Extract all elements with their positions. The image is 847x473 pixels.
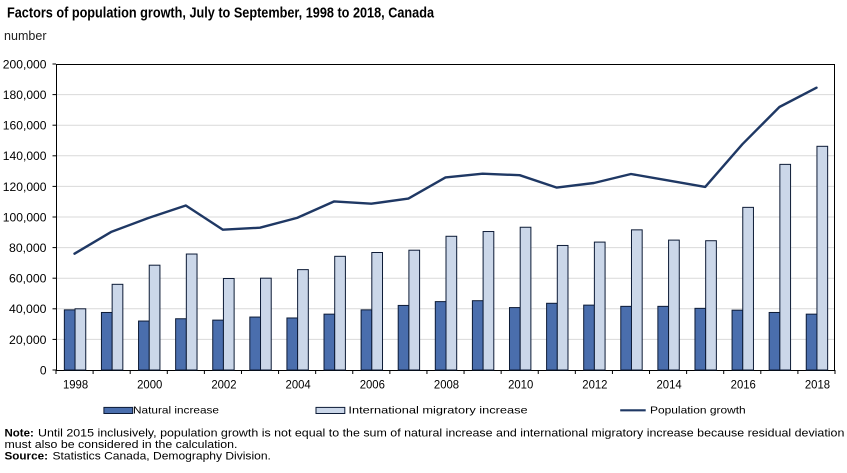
- svg-text:2004: 2004: [286, 377, 312, 391]
- svg-text:must also be considered in the: must also be considered in the calculati…: [5, 439, 238, 451]
- svg-text:2006: 2006: [360, 377, 386, 391]
- svg-text:100,000: 100,000: [3, 210, 47, 224]
- svg-text:1998: 1998: [63, 377, 89, 391]
- svg-text:Source:: Source:: [5, 450, 49, 462]
- svg-text:International migratory increa: International migratory increase: [348, 404, 527, 416]
- svg-text:Statistics Canada, Demography: Statistics Canada, Demography Division.: [53, 450, 271, 462]
- svg-text:180,000: 180,000: [3, 88, 47, 102]
- svg-text:2002: 2002: [211, 377, 237, 391]
- svg-text:Population growth: Population growth: [650, 404, 746, 416]
- svg-text:Natural increase: Natural increase: [133, 404, 219, 416]
- svg-text:2014: 2014: [656, 377, 682, 391]
- svg-text:2008: 2008: [434, 377, 460, 391]
- svg-text:80,000: 80,000: [9, 241, 47, 255]
- svg-text:2010: 2010: [508, 377, 534, 391]
- svg-text:2016: 2016: [731, 377, 757, 391]
- svg-text:20,000: 20,000: [9, 333, 47, 347]
- svg-text:60,000: 60,000: [9, 272, 47, 286]
- svg-text:2018: 2018: [805, 377, 831, 391]
- svg-text:Until 2015 inclusively, popula: Until 2015 inclusively, population growt…: [38, 428, 844, 440]
- svg-text:200,000: 200,000: [3, 57, 47, 71]
- svg-text:Note:: Note:: [5, 428, 34, 440]
- svg-text:number: number: [4, 28, 47, 43]
- svg-text:40,000: 40,000: [9, 302, 47, 316]
- svg-text:2012: 2012: [582, 377, 608, 391]
- svg-text:0: 0: [40, 363, 47, 377]
- svg-text:2000: 2000: [137, 377, 163, 391]
- svg-text:160,000: 160,000: [3, 119, 47, 133]
- svg-text:120,000: 120,000: [3, 180, 47, 194]
- svg-text:Factors of population growth,: Factors of population growth, July to Se…: [7, 5, 435, 22]
- svg-text:140,000: 140,000: [3, 149, 47, 163]
